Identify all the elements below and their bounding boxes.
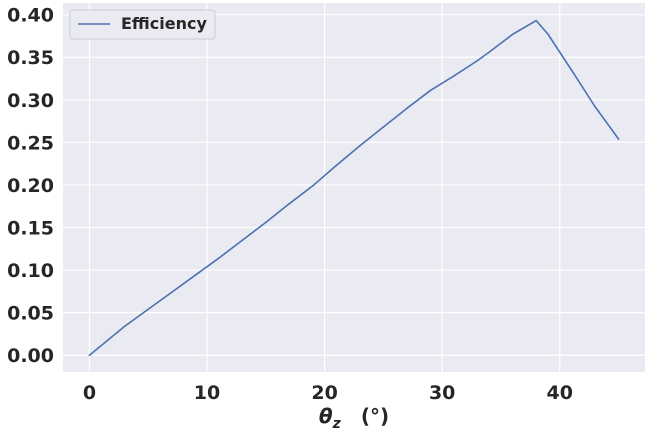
data-point (288, 202, 291, 205)
y-tick-label: 0.10 (7, 260, 54, 282)
series-line-efficiency (88, 19, 620, 357)
data-point (88, 354, 91, 357)
y-tick-label: 0.30 (7, 90, 54, 112)
y-tick-label: 0.15 (7, 218, 54, 240)
grid (63, 3, 645, 372)
data-point (617, 138, 620, 140)
x-axis-unit: (°) (361, 404, 389, 428)
data-point (594, 105, 596, 108)
series-layer (88, 19, 620, 357)
data-point (241, 239, 244, 242)
legend-box (69, 9, 216, 40)
data-point (453, 75, 455, 77)
data-point (359, 144, 361, 147)
data-point (535, 19, 538, 22)
data-point (194, 274, 197, 276)
plot-area (63, 3, 645, 372)
data-point (312, 184, 314, 187)
data-point (147, 308, 150, 311)
y-tick-label: 0.35 (7, 47, 54, 69)
x-tick-label: 30 (429, 382, 455, 404)
y-tick-label: 0.00 (7, 345, 54, 367)
data-point (476, 59, 479, 62)
data-point (406, 107, 408, 110)
y-tick-label: 0.20 (7, 175, 54, 197)
data-point (335, 164, 338, 167)
data-point (511, 33, 514, 36)
data-point (429, 89, 432, 92)
data-point (547, 33, 549, 36)
y-tick-label: 0.25 (7, 132, 54, 154)
x-axis-title: θz (°) (319, 404, 389, 432)
x-tick-label: 0 (83, 382, 96, 404)
x-tick-label: 40 (547, 382, 573, 404)
x-tick-label: 20 (311, 382, 337, 404)
legend-label-efficiency: Efficiency (121, 14, 207, 33)
y-tick-label: 0.05 (7, 303, 54, 325)
data-point (265, 221, 267, 224)
data-point (170, 291, 173, 294)
x-axis: 0 10 20 30 40 (83, 382, 573, 404)
x-tick-label: 10 (194, 382, 220, 404)
data-point (570, 69, 573, 71)
data-point (123, 325, 126, 328)
data-point (488, 51, 491, 53)
y-tick-label: 0.40 (7, 5, 54, 27)
legend: Efficiency (69, 9, 216, 40)
data-point (382, 126, 385, 128)
x-axis-symbol: θ (319, 404, 333, 428)
y-axis: 0.00 0.05 0.10 0.15 0.20 0.25 0.30 0.35 0.40 (7, 5, 54, 368)
x-axis-subscript: z (332, 416, 342, 432)
data-point (217, 257, 220, 259)
